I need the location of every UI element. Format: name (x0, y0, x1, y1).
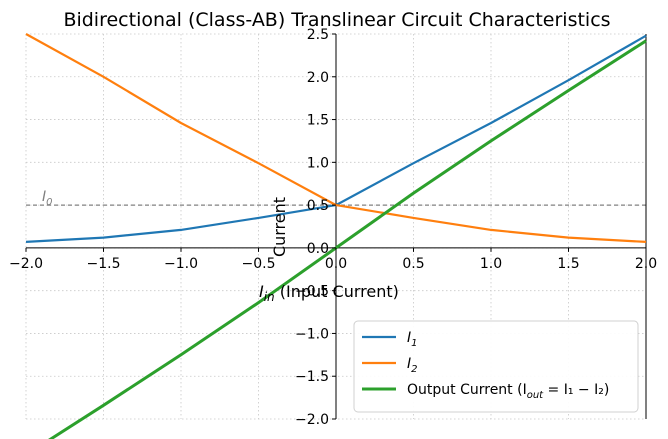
legend-label-1: I2 (407, 356, 418, 375)
x-tick-label-3: −0.5 (242, 256, 276, 272)
legend-label-2: Output Current (Iout = I₁ − I₂) (407, 382, 609, 401)
y-tick-label-0: −2.0 (295, 412, 329, 428)
x-tick-label-6: 1.0 (480, 256, 502, 272)
x-tick-label-2: −1.0 (164, 256, 198, 272)
legend: I1 I2 Output Current (Iout = I₁ − I₂) (353, 320, 639, 413)
x-axis-label: Iin (Input Current) (259, 282, 399, 304)
legend-label-0: I1 (407, 330, 418, 349)
x-tick-label-5: 0.5 (402, 256, 424, 272)
y-tick-label-6: 1.0 (307, 155, 329, 171)
x-tick-label-1: −1.5 (87, 256, 121, 272)
x-tick-label-4: 0.0 (325, 256, 347, 272)
y-tick-label-1: −1.5 (295, 369, 329, 385)
axis-labels: Iin (Input Current) Current (259, 197, 399, 304)
x-tick-label-8: 2.0 (635, 256, 657, 272)
x-tick-label-0: −2.0 (9, 256, 43, 272)
tick-labels: −2.0 −1.5 −1.0 −0.5 0.0 0.5 1.0 1.5 2.0 −2.0 −1.5 −… (9, 27, 657, 428)
reference-label-i0: I0 (42, 189, 53, 208)
y-tick-label-7: 1.5 (307, 113, 329, 129)
y-tick-label-9: 2.5 (307, 27, 329, 43)
x-tick-label-7: 1.5 (557, 256, 579, 272)
y-tick-label-2: −1.0 (295, 326, 329, 342)
y-tick-label-8: 2.0 (307, 70, 329, 86)
y-tick-label-4: 0.0 (307, 241, 329, 257)
chart-title: Bidirectional (Class-AB) Translinear Cir… (63, 9, 610, 31)
y-tick-label-5: 0.5 (307, 198, 329, 214)
legend-box (353, 320, 639, 413)
y-axis-label: Current (270, 197, 289, 257)
y-tick-label-3: −0.5 (295, 284, 329, 300)
